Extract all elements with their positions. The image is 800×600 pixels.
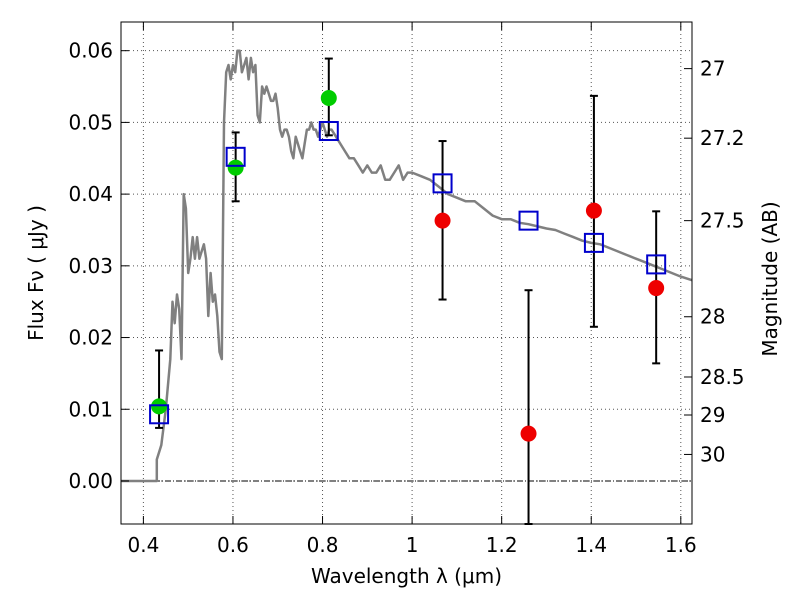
model-box-point — [518, 210, 539, 231]
y2-tick-label: 28.5 — [700, 365, 745, 389]
y-tick-label: 0.03 — [68, 254, 113, 278]
red-data-point — [434, 212, 451, 229]
plot-frame — [120, 21, 693, 525]
y-tick-label: 0.00 — [68, 469, 113, 493]
x-axis-label: Wavelength λ (μm) — [311, 564, 502, 588]
y2-axis-label: Magnitude (AB) — [758, 201, 782, 356]
y2-tick-label: 30 — [700, 442, 725, 466]
y-tick-label: 0.05 — [68, 110, 113, 134]
y2-tick-label: 27.5 — [700, 209, 745, 233]
model-box-point — [318, 121, 339, 142]
green-data-point — [320, 90, 337, 107]
green-data-point — [227, 159, 244, 176]
y-axis-ticks: 0.00 0.01 0.02 0.03 0.04 0.05 0.06 — [68, 39, 129, 493]
green-data-point — [151, 398, 168, 415]
model-sed-curve — [121, 49, 693, 483]
y2-tick-label: 28 — [700, 305, 725, 329]
model-box-point — [432, 173, 453, 194]
x-tick-label: 0.6 — [217, 533, 249, 557]
red-data-point — [520, 425, 537, 442]
y-tick-label: 0.04 — [68, 182, 113, 206]
x-tick-label: 1.4 — [575, 533, 607, 557]
y2-axis-ticks: 27 27.2 27.5 28 28.5 29 30 — [684, 57, 745, 466]
x-tick-label: 0.4 — [127, 533, 159, 557]
y-axis-label: Flux Fν ( μJy ) — [24, 205, 48, 341]
error-bars — [155, 57, 661, 525]
x-tick-label: 1 — [406, 533, 419, 557]
data-points — [151, 90, 665, 442]
y-tick-label: 0.02 — [68, 326, 113, 350]
x-tick-label: 1.2 — [486, 533, 518, 557]
y-tick-label: 0.06 — [68, 39, 113, 63]
model-box-point — [225, 146, 246, 167]
model-box-point — [149, 404, 170, 425]
y2-tick-label: 29 — [700, 403, 725, 427]
y2-tick-label: 27 — [700, 57, 725, 81]
x-axis-ticks: 0.4 0.6 0.8 1 1.2 1.4 1.6 — [127, 22, 697, 557]
red-data-point — [585, 202, 602, 219]
red-data-point — [648, 280, 665, 297]
grid — [121, 22, 692, 524]
x-tick-label: 1.6 — [665, 533, 697, 557]
y2-tick-label: 27.2 — [700, 126, 745, 150]
model-box-point — [583, 232, 604, 253]
x-tick-label: 0.8 — [307, 533, 339, 557]
model-sed-layer — [121, 49, 693, 483]
model-photometry-boxes — [149, 121, 667, 425]
model-box-point — [646, 254, 667, 275]
y-tick-label: 0.01 — [68, 397, 113, 421]
